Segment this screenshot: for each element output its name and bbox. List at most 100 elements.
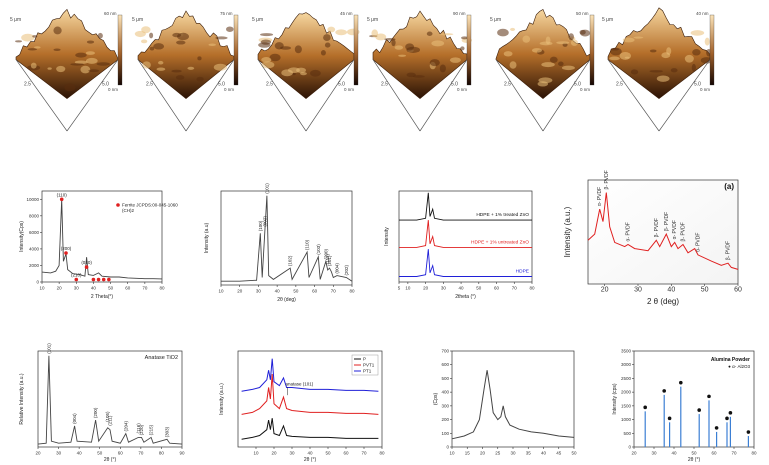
x-tick-label: 10 xyxy=(218,289,224,294)
peak-label: (110) xyxy=(57,192,68,197)
afm-texture xyxy=(371,29,378,38)
peak-label: (200) xyxy=(323,248,328,259)
y-tick-label: 2000 xyxy=(621,390,632,395)
x-tick-label: 70 xyxy=(512,286,518,291)
afm-texture xyxy=(684,54,694,63)
afm-texture xyxy=(64,83,76,92)
afm-axis-tick: 5.0 xyxy=(338,82,345,88)
data-point-marker xyxy=(643,405,647,410)
x-tick-label: 30 xyxy=(56,451,62,456)
data-point-marker xyxy=(107,277,111,282)
chart-xrd-hdpe: 5 10 20 30 40 50 60 70 80 2theta (°) Intensity HDPE… xyxy=(384,190,535,300)
peak-label: α- PVDF xyxy=(597,187,603,206)
y-axis-label: Intensity(Cps) xyxy=(19,221,25,252)
afm-texture xyxy=(261,61,275,69)
y-tick-label: 500 xyxy=(623,431,631,436)
afm-texture xyxy=(405,43,415,51)
peak-label: (204) xyxy=(123,421,128,432)
series-line xyxy=(399,249,532,277)
afm-texture xyxy=(53,48,61,52)
afm-colorbar-top-label: 40 nm xyxy=(696,11,709,16)
afm-colorbar xyxy=(466,14,472,86)
afm-texture xyxy=(27,48,38,51)
afm-texture xyxy=(294,45,302,54)
y-tick-label: 6000 xyxy=(29,230,40,235)
afm-texture xyxy=(509,61,517,69)
afm-texture xyxy=(260,39,272,45)
y-tick-label: 2000 xyxy=(29,263,40,268)
y-axis-label: Intensity (a.u.) xyxy=(219,383,225,415)
y-tick-label: 4000 xyxy=(29,246,40,251)
afm-texture xyxy=(158,60,164,65)
y-tick-label: 200 xyxy=(441,417,449,422)
peak-label: (020) xyxy=(81,260,92,265)
chart-xrd-anatase: 20 30 40 50 60 70 80 90 2θ (°) Relative Intensity… xyxy=(19,343,185,463)
afm-texture xyxy=(142,61,151,69)
afm-texture xyxy=(335,29,348,36)
afm-panel-3: 2.5 5.0 5 μm 45 nm 0 nm xyxy=(252,11,360,132)
afm-texture xyxy=(429,59,440,67)
afm-texture xyxy=(30,62,37,69)
x-tick-label: 30 xyxy=(256,289,262,294)
series-line xyxy=(399,192,532,221)
afm-axis-tick: 5.0 xyxy=(218,82,225,88)
afm-texture xyxy=(74,60,88,64)
afm-texture xyxy=(97,32,103,39)
afm-texture xyxy=(700,57,713,64)
series-line xyxy=(399,220,532,248)
afm-texture xyxy=(149,46,155,51)
series-line xyxy=(37,355,183,445)
afm-texture xyxy=(171,69,182,73)
afm-colorbar-bottom-label: 0 nm xyxy=(580,87,590,92)
data-point-marker xyxy=(64,251,68,255)
afm-surface xyxy=(137,10,235,99)
y-tick-label: 400 xyxy=(441,390,449,395)
peak-label: α- PVDF xyxy=(696,233,702,252)
x-axis-label: 2theta (°) xyxy=(455,294,476,300)
x-tick-label: 40 xyxy=(459,286,465,291)
afm-axis-tick: 5.0 xyxy=(451,82,458,88)
data-point-marker xyxy=(679,380,683,385)
x-tick-label: 60 xyxy=(494,286,500,291)
peak-label: β- PVDF xyxy=(604,170,610,189)
afm-colorbar xyxy=(589,14,595,86)
x-tick-label: 10 xyxy=(253,451,259,456)
series-label: HDPE xyxy=(516,269,529,275)
series-label: HDPE + 1% treated ZnO xyxy=(476,212,529,218)
plot-frame xyxy=(398,190,533,283)
afm-panel-2: 2.5 5.0 5 μm 75 nm 0 nm xyxy=(132,10,239,132)
x-tick-label: 70 xyxy=(142,286,148,291)
y-tick-label: 0 xyxy=(446,445,449,450)
x-tick-label: 80 xyxy=(379,451,385,456)
afm-texture xyxy=(633,36,644,39)
data-point-marker xyxy=(101,277,106,282)
afm-colorbar-bottom-label: 0 nm xyxy=(108,87,118,92)
afm-axis-line xyxy=(542,59,591,132)
plot-background xyxy=(588,180,738,284)
data-point-marker xyxy=(91,277,96,282)
y-axis-label: Relative Intensity (a.u.) xyxy=(19,373,25,424)
afm-texture xyxy=(649,49,657,53)
afm-texture xyxy=(691,63,696,72)
series-line xyxy=(587,192,739,270)
legend-label: Ferrite JCPDS:00-045-1060 xyxy=(122,203,178,208)
afm-colorbar-bottom-label: 0 nm xyxy=(457,87,467,92)
peak-label: (220) xyxy=(139,424,144,435)
x-axis-label: 2 θ (deg) xyxy=(647,297,679,306)
y-tick-label: 1000 xyxy=(621,417,632,422)
y-axis-label: Intensity (a.u) xyxy=(204,223,210,254)
x-tick-label: 40 xyxy=(275,289,281,294)
afm-colorbar-top-label: 45 nm xyxy=(340,11,353,16)
afm-texture xyxy=(281,69,293,77)
afm-texture xyxy=(461,36,469,40)
afm-colorbar-bottom-label: 0 nm xyxy=(344,87,354,92)
afm-texture xyxy=(541,62,555,68)
data-point-marker xyxy=(746,430,751,434)
chart-xrd-counts: 10 15 20 25 30 35 40 45 500100200300400500600700… xyxy=(433,349,577,456)
series-label: HDPE + 1% untreated ZnO xyxy=(471,239,529,245)
afm-colorbar-top-label: 75 nm xyxy=(220,11,233,16)
afm-texture xyxy=(398,54,407,57)
afm-texture xyxy=(47,67,52,70)
series-line xyxy=(241,418,379,440)
afm-texture xyxy=(503,51,513,57)
